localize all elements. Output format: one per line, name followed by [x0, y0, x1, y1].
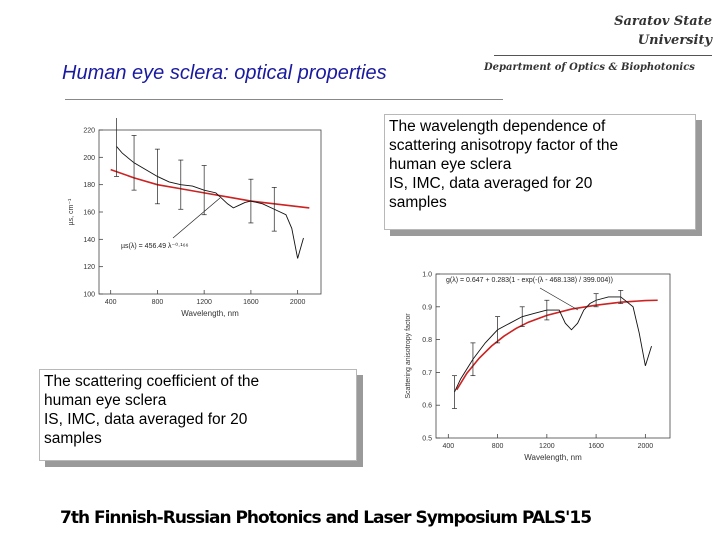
university-underline — [494, 55, 712, 56]
y-tick-label: 0.9 — [422, 304, 432, 311]
caption-line: The scattering coefficient of the — [44, 373, 260, 390]
x-axis-label: Wavelength, nm — [524, 453, 582, 462]
scattering-caption-box: The scattering coefficient of the human … — [39, 369, 357, 461]
anisotropy-factor-chart: 400 800 1200 1600 2000 0.5 0.6 0.7 0.8 0.9 1.0 Wave… — [405, 272, 671, 462]
x-tick-label: 2000 — [638, 443, 654, 450]
caption-line: scattering anisotropy factor of the — [389, 137, 619, 154]
university-line-1: Saratov State — [614, 14, 712, 29]
caption-line: IS, IMC, data averaged for 20 — [389, 175, 593, 192]
caption-line: IS, IMC, data averaged for 20 — [44, 411, 248, 428]
fit-equation-label: µs(λ) = 456.49 λ⁻⁰·¹⁶⁶ — [121, 242, 189, 250]
measured-data-line — [454, 296, 652, 393]
measured-data-line — [116, 146, 304, 259]
scattering-coefficient-chart: 400 800 1200 1600 2000 100 120 140 160 180 200 220 W… — [68, 118, 322, 318]
x-tick-label: 800 — [152, 299, 164, 306]
university-line-2: University — [637, 33, 712, 48]
y-tick-label: 100 — [83, 292, 95, 299]
caption-line: samples — [44, 430, 102, 447]
y-axis-label: µs, cm⁻¹ — [68, 198, 75, 225]
plot-frame — [435, 273, 671, 439]
x-tick-label: 1200 — [539, 443, 555, 450]
slide-title: Human eye sclera: optical properties — [62, 62, 387, 84]
caption-line: human eye sclera — [389, 156, 512, 173]
department-name: Department of Optics & Biophotonics — [484, 62, 695, 73]
y-tick-label: 200 — [83, 155, 95, 162]
fit-curve-line — [110, 168, 310, 209]
x-axis-label: Wavelength, nm — [181, 309, 239, 318]
x-tick-label: 1600 — [243, 299, 259, 306]
equation-pointer-line — [539, 287, 579, 311]
caption-line: human eye sclera — [44, 392, 167, 409]
y-tick-label: 0.5 — [422, 436, 432, 443]
plot-frame — [98, 129, 322, 295]
x-tick-label: 2000 — [290, 299, 306, 306]
y-tick-label: 220 — [83, 128, 95, 135]
fit-curve-line — [456, 299, 658, 391]
y-tick-label: 120 — [83, 264, 95, 271]
y-tick-label: 0.7 — [422, 370, 432, 377]
x-tick-label: 800 — [492, 443, 504, 450]
x-tick-label: 400 — [105, 299, 117, 306]
caption-line: The wavelength dependence of — [389, 118, 606, 135]
title-underline — [65, 99, 503, 100]
anisotropy-caption-box: The wavelength dependence of scattering … — [384, 114, 696, 230]
caption-line: samples — [389, 194, 447, 211]
y-tick-label: 1.0 — [422, 272, 432, 279]
y-tick-label: 0.6 — [422, 403, 432, 410]
y-tick-label: 0.8 — [422, 337, 432, 344]
university-name: Saratov State University — [614, 12, 712, 50]
y-axis-label: Scattering anisotropy factor — [405, 313, 412, 399]
y-tick-label: 180 — [83, 182, 95, 189]
equation-pointer-line — [172, 197, 221, 239]
x-tick-label: 1600 — [588, 443, 604, 450]
x-tick-label: 1200 — [196, 299, 212, 306]
fit-equation-label: g(λ) = 0.647 + 0.283(1 - exp(-(λ - 468.1… — [446, 277, 613, 284]
x-tick-label: 400 — [442, 443, 454, 450]
conference-footer: 7th Finnish-Russian Photonics and Laser … — [60, 508, 592, 528]
y-tick-label: 140 — [83, 237, 95, 244]
y-tick-label: 160 — [83, 210, 95, 217]
